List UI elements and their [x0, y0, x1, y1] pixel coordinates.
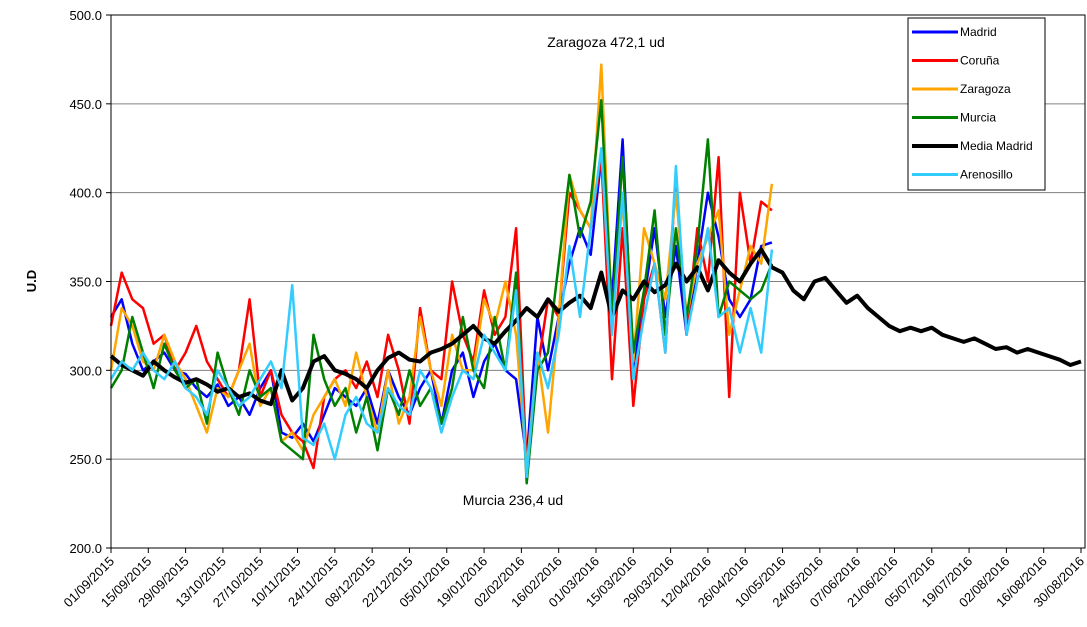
legend-label: Murcia — [960, 111, 996, 125]
legend-label: Madrid — [960, 25, 997, 39]
y-axis-label: U.D — [24, 270, 39, 292]
y-tick-label: 300.0 — [69, 363, 102, 378]
y-tick-label: 250.0 — [69, 452, 102, 467]
series-line — [109, 99, 774, 485]
series-line — [109, 147, 774, 479]
y-tick-label: 500.0 — [69, 8, 102, 23]
y-tick-label: 450.0 — [69, 97, 102, 112]
legend-label: Media Madrid — [960, 139, 1033, 153]
legend: Madrid Coruña Zaragoza Murcia Media Madrid Ar… — [907, 17, 1046, 191]
legend-label: Coruña — [960, 54, 1000, 68]
legend-label: Arenosillo — [960, 168, 1013, 182]
legend-box — [907, 17, 1046, 191]
lines — [109, 63, 1082, 485]
y-tick-label: 350.0 — [69, 275, 102, 290]
y-tick-label: 400.0 — [69, 186, 102, 201]
annotation: Zaragoza 472,1 ud — [547, 34, 665, 50]
annotation: Murcia 236,4 ud — [463, 492, 563, 508]
legend-label: Zaragoza — [960, 82, 1011, 96]
series-line — [109, 247, 1082, 407]
y-tick-label: 200.0 — [69, 541, 102, 556]
